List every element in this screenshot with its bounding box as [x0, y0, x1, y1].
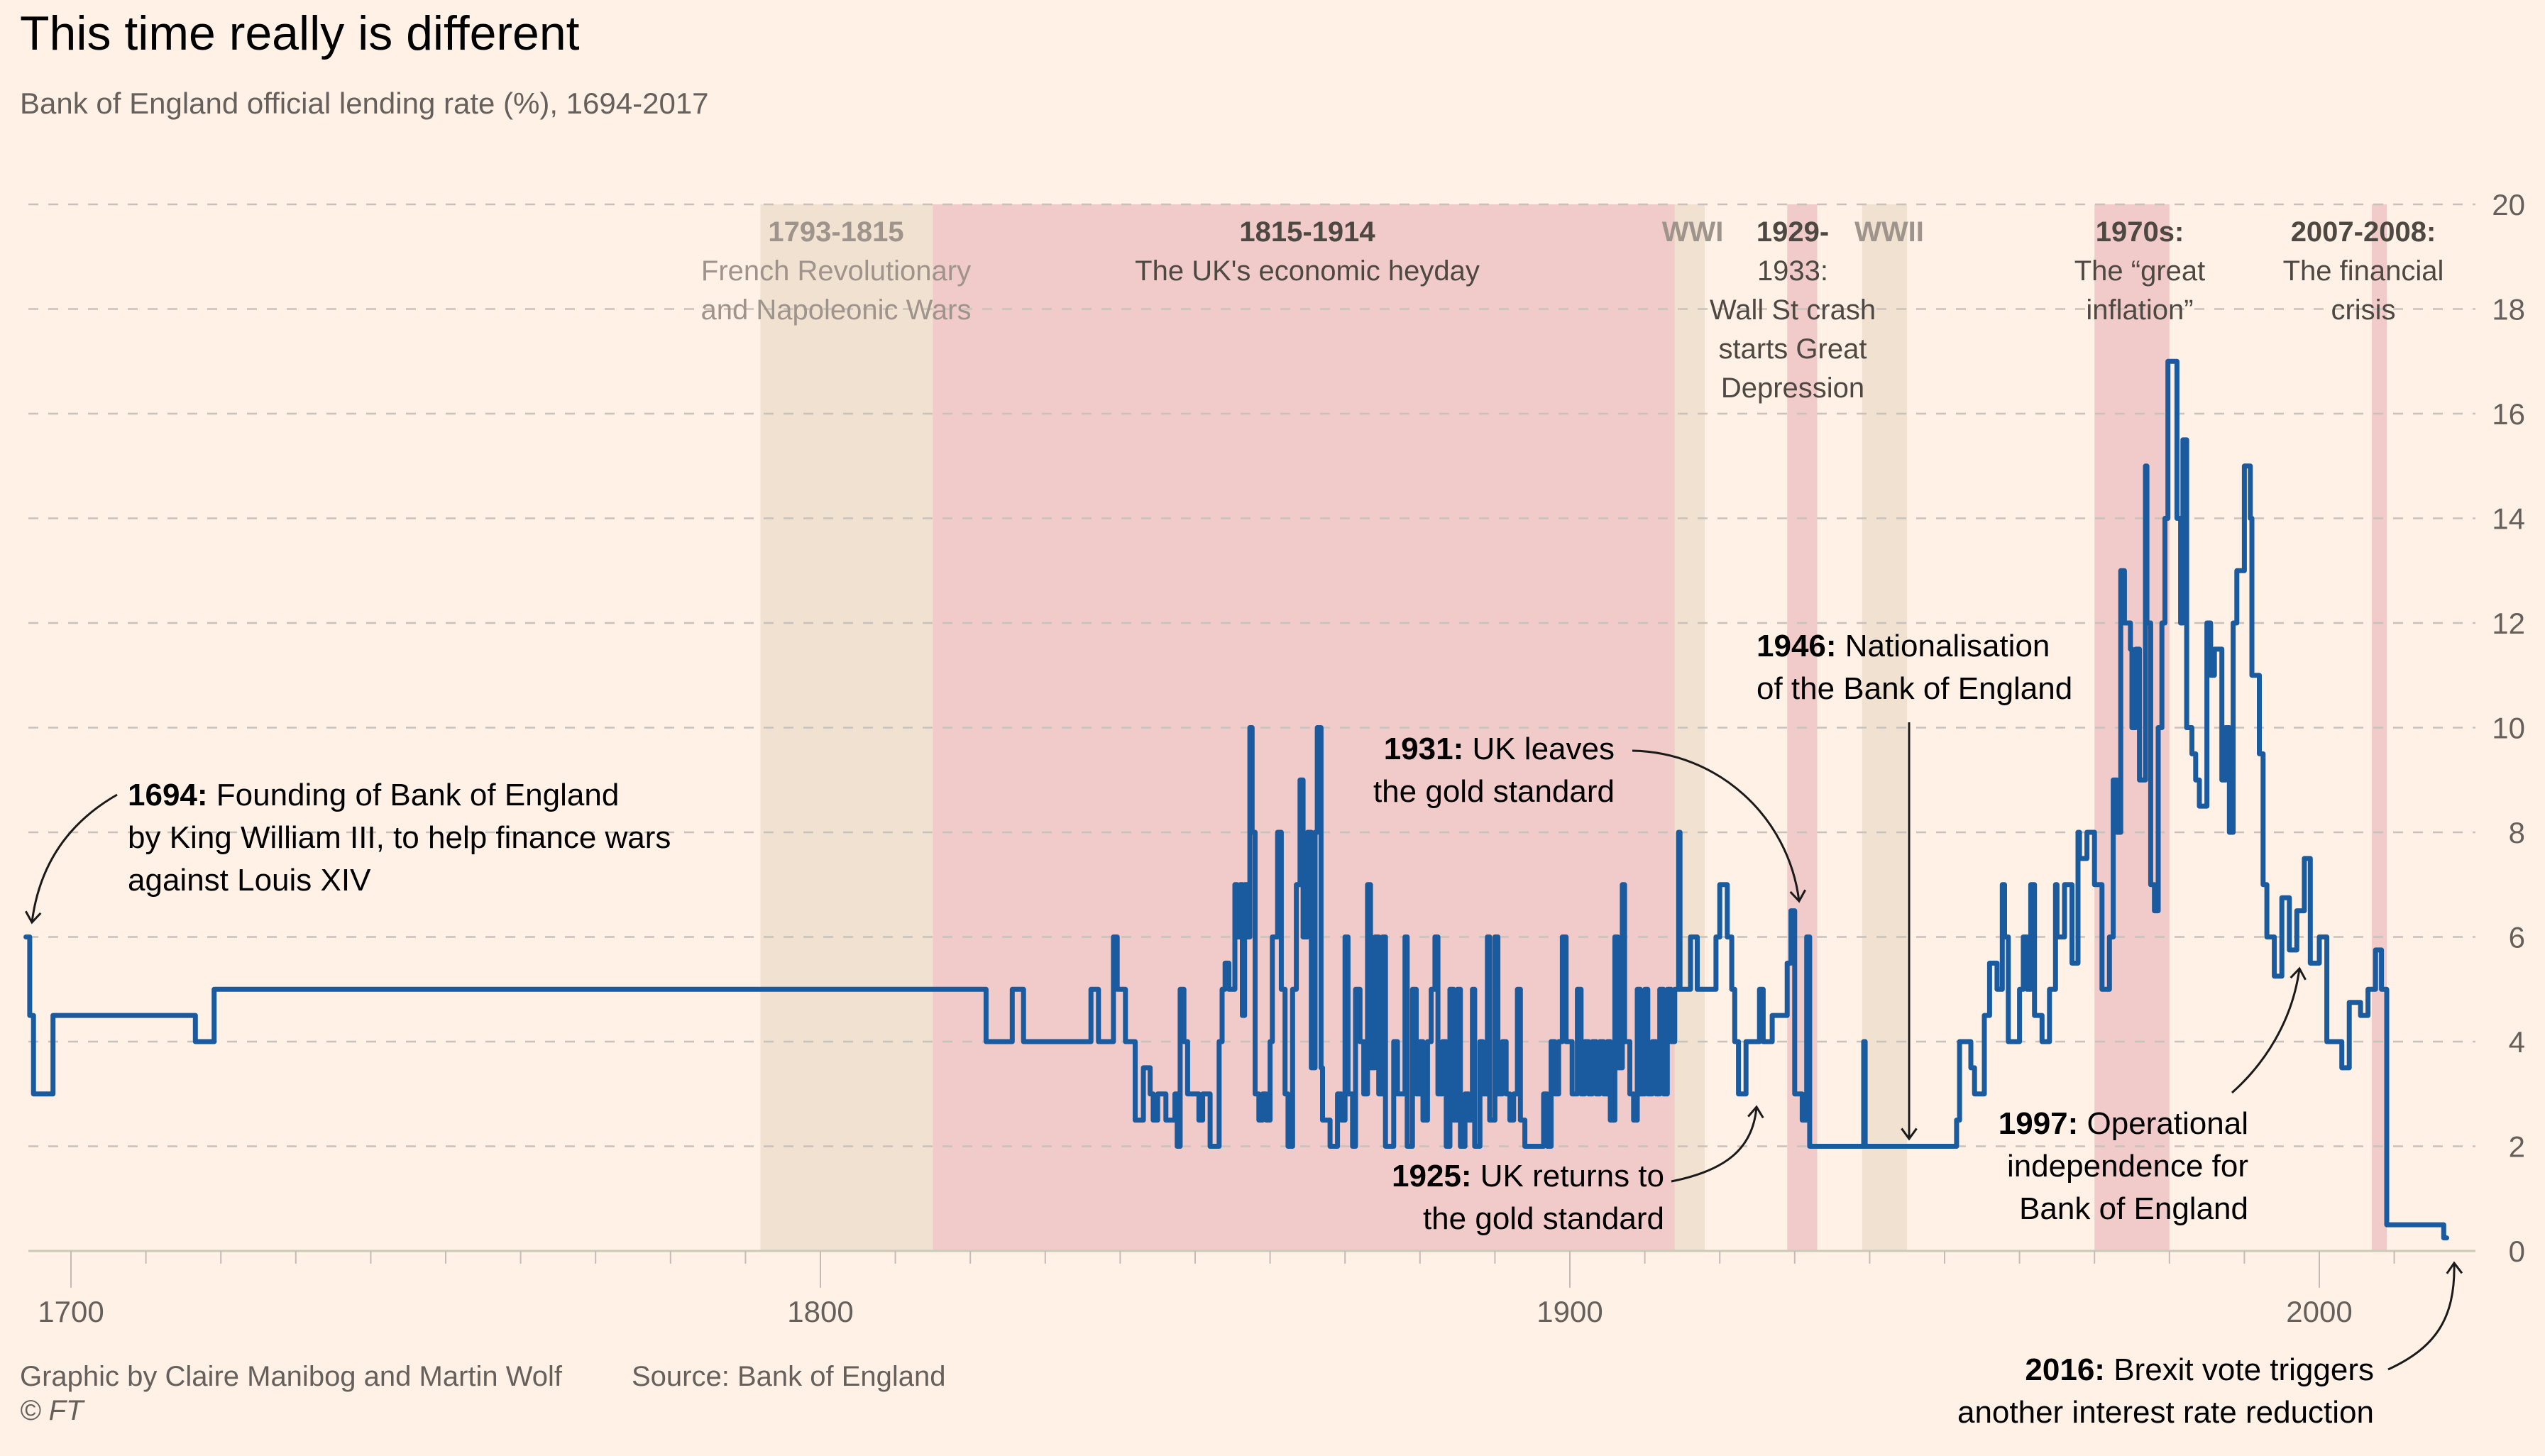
period-label-title: 1815-1914	[1239, 216, 1375, 248]
annotation-description: UK returns to	[1480, 1159, 1664, 1193]
annotation-description: Nationalisation	[1845, 629, 2050, 663]
credit-text: Graphic by Claire Manibog and Martin Wol…	[20, 1361, 563, 1392]
period-label-line: crisis	[2331, 294, 2395, 326]
annotation-description: Operational	[2087, 1106, 2248, 1141]
annotation-text-line: the gold standard	[1373, 774, 1615, 809]
annotation-text-line: another interest rate reduction	[1957, 1395, 2374, 1430]
period-label-title: 1970s:	[2096, 216, 2184, 248]
annotation-text-line: 1931: UK leaves	[1384, 732, 1615, 766]
x-tick-label: 1700	[38, 1295, 104, 1328]
annotation-text-line: of the Bank of England	[1757, 671, 2072, 706]
period-label-title: WWII	[1854, 216, 1924, 248]
arrowhead-icon	[1901, 1127, 1918, 1141]
annotation-text-line: 1997: Operational	[1999, 1106, 2248, 1141]
axes: 1700 1800 1900 2000 0 2 4 6 8 10 12 14 16 18 20	[28, 188, 2525, 1328]
arrowhead-icon	[24, 910, 42, 925]
annotation-year: 2016:	[2025, 1352, 2113, 1387]
y-tick-label: 14	[2492, 502, 2525, 536]
annotation-text-line: 1694: Founding of Bank of England	[128, 778, 619, 812]
annotation-year: 1694:	[128, 778, 216, 812]
annotation-text-line: 1946: Nationalisation	[1757, 629, 2050, 663]
annotation-description: UK leaves	[1472, 732, 1615, 766]
annotation-1997: 1997: Operational independence for Bank of…	[1999, 966, 2307, 1226]
period-label-line: Depression	[1721, 373, 1864, 404]
period-label-line: The financial	[2283, 255, 2444, 287]
annotation-description: Founding of Bank of England	[216, 778, 620, 812]
period-label-title: WWI	[1662, 216, 1724, 248]
copyright-text: © FT	[20, 1395, 84, 1426]
period-label-line: Wall St crash	[1710, 294, 1876, 326]
y-tick-label: 8	[2509, 816, 2525, 849]
source-text: Source: Bank of England	[632, 1361, 946, 1392]
period-label-line: The “great	[2074, 255, 2206, 287]
period-label-line: inflation”	[2086, 294, 2193, 326]
annotation-arrow	[1671, 1106, 1758, 1183]
chart-title: This time really is different	[20, 6, 580, 60]
period-label-line: and Napoleonic Wars	[701, 294, 972, 326]
annotation-text-line: 1925: UK returns to	[1392, 1159, 1664, 1193]
period-band-labels: 1793-1815 French Revolutionary and Napoleo…	[701, 216, 2444, 404]
y-tick-label: 12	[2492, 607, 2525, 640]
annotation-text-line: Bank of England	[2019, 1191, 2248, 1226]
period-label-line: starts Great	[1719, 333, 1867, 365]
annotation-text-line: by King William III, to help finance war…	[128, 820, 671, 855]
annotation-description: Brexit vote triggers	[2113, 1352, 2374, 1387]
annotation-2016: 2016: Brexit vote triggers another intere…	[1957, 1261, 2463, 1430]
arrowhead-icon	[2290, 966, 2307, 981]
period-label-line: French Revolutionary	[701, 255, 971, 287]
annotation-text-line: 2016: Brexit vote triggers	[2025, 1352, 2374, 1387]
y-tick-label: 4	[2509, 1025, 2525, 1059]
y-tick-label: 6	[2509, 921, 2525, 954]
y-tick-label: 10	[2492, 712, 2525, 745]
annotation-text-line: independence for	[2007, 1149, 2248, 1184]
annotation-year: 1925:	[1392, 1159, 1480, 1193]
y-tick-label: 2	[2509, 1130, 2525, 1164]
annotation-text-line: the gold standard	[1423, 1201, 1664, 1236]
y-tick-label: 16	[2492, 397, 2525, 431]
annotation-year: 1931:	[1384, 732, 1473, 766]
period-label-title: 1793-1815	[768, 216, 903, 248]
annotation-arrow	[2231, 968, 2301, 1094]
annotation-year: 1946:	[1757, 629, 1845, 663]
annotation-arrow	[1632, 749, 1801, 902]
annotations: 1694: Founding of Bank of England by King…	[24, 629, 2463, 1430]
series-line-bank-rate	[23, 358, 2449, 1241]
annotation-text-line: against Louis XIV	[128, 863, 371, 898]
arrowhead-icon	[1789, 889, 1807, 903]
arrowhead-icon	[2446, 1261, 2463, 1274]
x-tick-label: 1800	[787, 1295, 853, 1328]
annotation-1694: 1694: Founding of Bank of England by King…	[24, 778, 671, 925]
chart-subtitle: Bank of England official lending rate (%…	[20, 87, 709, 120]
series-line-group	[23, 358, 2449, 1241]
x-tick-label: 1900	[1537, 1295, 1603, 1328]
x-tick-label: 2000	[2286, 1295, 2352, 1328]
period-label-title: 1929-	[1757, 216, 1829, 248]
period-label-line: The UK's economic heyday	[1135, 255, 1480, 287]
annotation-arrow	[31, 793, 118, 923]
annotation-1925: 1925: UK returns to the gold standard	[1392, 1105, 1764, 1236]
annotation-1946: 1946: Nationalisation of the Bank of Engl…	[1757, 629, 2072, 1141]
period-label-line: 1933:	[1757, 255, 1828, 287]
y-tick-label: 18	[2492, 293, 2525, 326]
arrowhead-icon	[1747, 1105, 1764, 1119]
annotation-1931: 1931: UK leaves the gold standard	[1373, 732, 1807, 903]
annotation-year: 1997:	[1999, 1106, 2087, 1141]
y-tick-label: 20	[2492, 188, 2525, 221]
period-label-title: 2007-2008:	[2291, 216, 2436, 248]
annotation-arrow	[2387, 1262, 2456, 1371]
y-tick-label: 0	[2509, 1235, 2525, 1268]
